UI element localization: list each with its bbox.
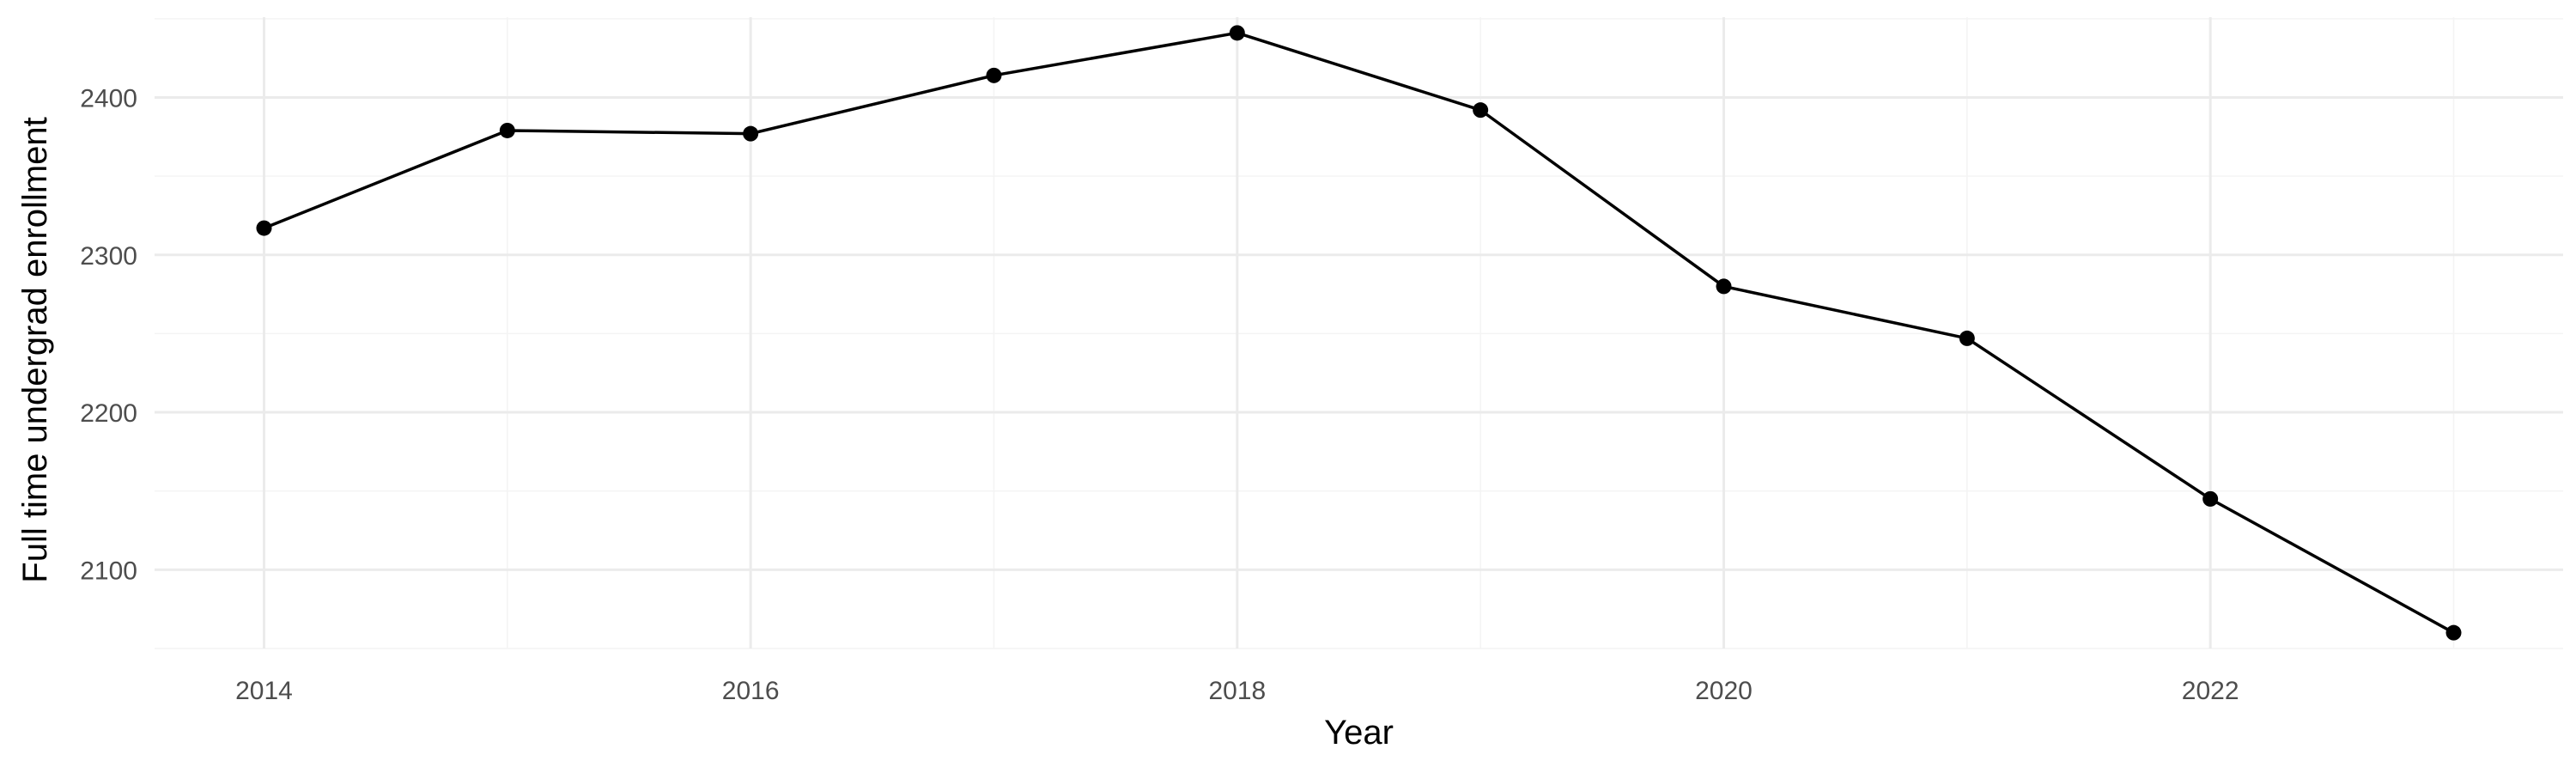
y-axis-title: Full time undergrad enrollment bbox=[16, 117, 54, 582]
x-tick-label: 2022 bbox=[2182, 677, 2239, 705]
series-layer bbox=[263, 31, 2455, 635]
y-tick-label: 2400 bbox=[80, 84, 137, 113]
x-tick-label: 2014 bbox=[235, 677, 293, 705]
x-tick-label: 2018 bbox=[1208, 677, 1266, 705]
x-tick-label: 2020 bbox=[1695, 677, 1753, 705]
data-point bbox=[1716, 278, 1732, 295]
y-axis-tick-labels: 2100 2200 2300 2400 bbox=[80, 84, 137, 585]
data-point bbox=[499, 122, 515, 138]
y-tick-label: 2200 bbox=[80, 399, 137, 428]
data-point bbox=[1959, 330, 1975, 346]
data-point bbox=[1229, 25, 1245, 41]
data-point bbox=[743, 125, 759, 142]
x-axis-tick-labels: 2014 2016 2018 2020 2022 bbox=[235, 677, 2239, 705]
x-tick-label: 2016 bbox=[722, 677, 780, 705]
y-tick-label: 2100 bbox=[80, 557, 137, 585]
data-point bbox=[256, 220, 272, 236]
data-point bbox=[1473, 102, 1489, 119]
y-tick-label: 2300 bbox=[80, 242, 137, 271]
minor-gridlines bbox=[155, 17, 2563, 649]
data-point bbox=[2445, 624, 2462, 641]
data-point bbox=[986, 67, 1002, 83]
series-line bbox=[263, 31, 2455, 635]
major-gridlines bbox=[155, 17, 2563, 648]
data-point bbox=[2202, 490, 2219, 507]
x-axis-title: Year bbox=[1324, 714, 1394, 752]
data-points bbox=[256, 25, 2462, 641]
